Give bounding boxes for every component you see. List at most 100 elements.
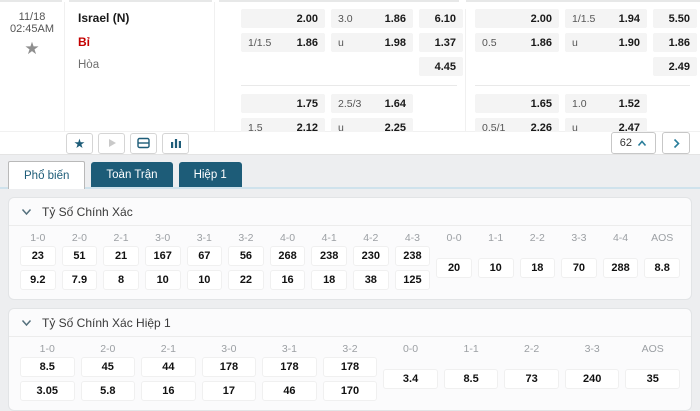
score-odds-cell[interactable]: 45: [80, 357, 136, 377]
score-header: 2-1: [113, 231, 129, 244]
odds-cell[interactable]: 2.00: [475, 9, 559, 28]
odds-cell[interactable]: 1.65: [475, 94, 559, 113]
score-column: AOS 8.8: [641, 229, 683, 290]
play-icon: [109, 139, 116, 147]
away-team-name[interactable]: Bỉ: [78, 35, 90, 49]
score-odds-cell[interactable]: 22: [228, 270, 264, 290]
odds-cell[interactable]: 0.5 1.86: [475, 33, 559, 52]
odds-cell[interactable]: 5.50: [653, 9, 697, 28]
score-odds-cell[interactable]: 8.5: [443, 369, 499, 389]
score-odds-cell[interactable]: 8: [103, 270, 139, 290]
score-odds-cell[interactable]: 178: [201, 357, 257, 377]
score-values: 238 125: [394, 246, 431, 290]
favorite-button[interactable]: ★: [66, 132, 93, 154]
score-odds-cell[interactable]: 21: [103, 246, 139, 266]
score-odds-cell[interactable]: 70: [561, 258, 597, 278]
score-header: 4-3: [404, 231, 421, 244]
odds-cell[interactable]: 1/1.5 1.86: [241, 33, 325, 52]
score-odds-cell[interactable]: 8.8: [644, 258, 680, 278]
score-odds-cell[interactable]: 10: [186, 270, 223, 290]
odds-cell[interactable]: 1.75: [241, 94, 325, 113]
next-button[interactable]: [662, 132, 690, 154]
score-odds-cell[interactable]: 9.2: [20, 270, 56, 290]
score-odds-cell[interactable]: 178: [262, 357, 317, 377]
score-odds-cell[interactable]: 44: [141, 357, 196, 377]
section-header[interactable]: Tỷ Số Chính Xác: [9, 198, 691, 226]
score-values: 178 46: [262, 357, 317, 401]
odds-cell[interactable]: 2.5/3 1.64: [331, 94, 413, 113]
previous-row-sliver: [0, 0, 700, 2]
score-values: 10: [477, 246, 514, 290]
score-odds-cell[interactable]: 56: [228, 246, 264, 266]
score-odds-cell[interactable]: 38: [353, 270, 389, 290]
score-header: 3-1: [196, 231, 212, 244]
match-date: 11/18: [18, 11, 46, 23]
score-odds-cell[interactable]: 67: [186, 246, 223, 266]
odds-cell[interactable]: 1.0 1.52: [565, 94, 647, 113]
odds-cell[interactable]: 3.0 1.86: [331, 9, 413, 28]
tab-2[interactable]: Hiệp 1: [178, 162, 242, 187]
odds-cell[interactable]: 4.45: [419, 57, 463, 76]
tab-1[interactable]: Toàn Trận: [91, 162, 173, 187]
score-odds-cell[interactable]: 178: [322, 357, 378, 377]
live-play-button[interactable]: [98, 132, 125, 154]
score-odds-cell[interactable]: 3.4: [383, 369, 438, 389]
odds-handicap-label: u: [572, 121, 578, 134]
favorite-star-icon[interactable]: ★: [24, 39, 40, 58]
score-values: 23 9.2: [20, 246, 56, 290]
home-team-name[interactable]: Israel (N): [78, 11, 130, 25]
score-odds-cell[interactable]: 18: [311, 270, 347, 290]
score-odds-cell[interactable]: 23: [20, 246, 56, 266]
score-column: 3-1 67 10: [184, 229, 226, 290]
score-odds-cell[interactable]: 73: [504, 369, 559, 389]
score-column: 2-0 45 5.8: [78, 340, 139, 401]
score-odds-cell[interactable]: 17: [201, 381, 257, 401]
score-odds-cell[interactable]: 3.05: [20, 381, 75, 401]
score-odds-cell[interactable]: 10: [144, 270, 181, 290]
score-header: 2-1: [160, 342, 176, 355]
score-odds-cell[interactable]: 238: [311, 246, 347, 266]
section-header[interactable]: Tỷ Số Chính Xác Hiệp 1: [9, 309, 691, 337]
odds-cell[interactable]: 2.00: [241, 9, 325, 28]
market-count-button[interactable]: 62: [610, 132, 656, 154]
odds-price: 1.37: [434, 36, 456, 49]
score-odds-cell[interactable]: 35: [625, 369, 680, 389]
score-odds-cell[interactable]: 5.8: [80, 381, 136, 401]
score-odds-cell[interactable]: 8.5: [20, 357, 75, 377]
score-values: 230 38: [353, 246, 389, 290]
odds-handicap-label: 1/1.5: [572, 12, 596, 25]
score-odds-cell[interactable]: 7.9: [61, 270, 98, 290]
odds-cell[interactable]: 1.86: [653, 33, 697, 52]
toolbar: ★ 62: [0, 132, 700, 155]
score-odds-cell[interactable]: 16: [141, 381, 196, 401]
score-header: 2-0: [100, 342, 116, 355]
score-odds-cell[interactable]: 51: [61, 246, 98, 266]
odds-cell[interactable]: 1.37: [419, 33, 463, 52]
score-odds-cell[interactable]: 46: [262, 381, 317, 401]
odds-cell[interactable]: 6.10: [419, 9, 463, 28]
score-odds-cell[interactable]: 10: [477, 258, 514, 278]
score-values: 35: [625, 357, 680, 401]
odds-cell[interactable]: 2.49: [653, 57, 697, 76]
score-odds-cell[interactable]: 20: [436, 258, 472, 278]
score-header: 3-2: [238, 231, 254, 244]
score-odds-cell[interactable]: 167: [144, 246, 181, 266]
score-odds-cell[interactable]: 170: [322, 381, 378, 401]
score-odds-cell[interactable]: 18: [519, 258, 556, 278]
score-odds-cell[interactable]: 125: [394, 270, 431, 290]
tab-0[interactable]: Phổ biến: [8, 161, 86, 189]
stats-button[interactable]: [162, 132, 189, 154]
odds-cell[interactable]: u 1.90: [565, 33, 647, 52]
score-odds-cell[interactable]: 240: [564, 369, 620, 389]
score-odds-cell[interactable]: 268: [269, 246, 306, 266]
score-odds-cell[interactable]: 16: [269, 270, 306, 290]
odds-cell[interactable]: 1/1.5 1.94: [565, 9, 647, 28]
pitch-icon: [137, 137, 150, 149]
odds-cell[interactable]: u 1.98: [331, 33, 413, 52]
odds-price: 2.47: [618, 121, 640, 134]
score-column: 3-0 178 17: [199, 340, 260, 401]
score-odds-cell[interactable]: 288: [602, 258, 639, 278]
score-odds-cell[interactable]: 230: [353, 246, 389, 266]
pitch-view-button[interactable]: [130, 132, 157, 154]
score-odds-cell[interactable]: 238: [394, 246, 431, 266]
